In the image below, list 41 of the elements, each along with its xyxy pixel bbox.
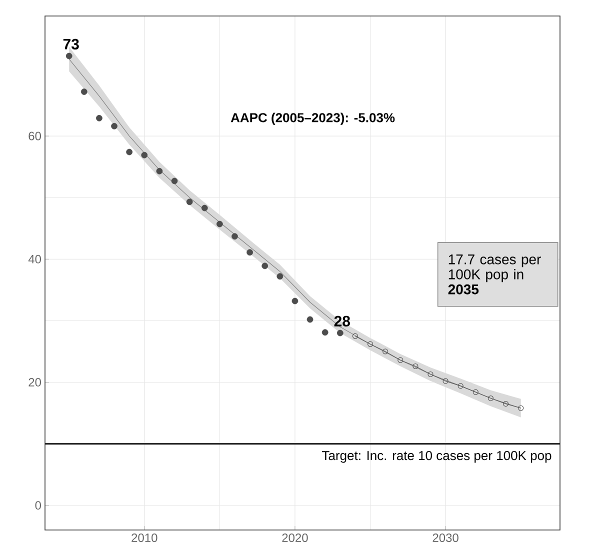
point [66,52,72,60]
point [186,198,193,206]
point [428,371,434,378]
point [171,178,178,184]
point [276,273,284,280]
point [306,316,314,323]
point [246,249,253,256]
x-tick-label: 2020 [282,534,308,542]
y-tick-label: 20 [28,378,41,387]
point [336,330,344,336]
y-tick-label: 0 [35,501,42,510]
point [488,395,494,402]
annotation: 17.7 cases per 100K pop in 2035 [448,254,541,294]
point [156,168,163,174]
point [201,204,208,212]
y-tick-label: 60 [28,132,41,140]
y-tick-label: 40 [28,254,41,264]
point [472,389,478,395]
point [262,262,268,270]
point [458,383,464,389]
point [292,298,298,304]
point [111,122,118,130]
point [398,357,404,363]
annotation: 73 [63,38,79,50]
point [442,378,448,384]
x-tick-label: 2030 [432,534,458,542]
x-tick-label: 2010 [132,534,158,542]
point [412,363,418,370]
point [80,88,88,95]
point [382,348,388,354]
point [141,152,148,158]
point [232,233,238,240]
point [367,341,374,347]
point [502,401,509,407]
annotation: AAPC (2005–2023): -5.03% [230,112,395,125]
point [96,114,102,122]
point [126,148,133,156]
annotation: 28 [334,316,350,326]
ref-line-label: Target: Inc. rate 10 cases per 100K pop [322,450,552,463]
point [322,329,328,336]
point [216,220,223,228]
